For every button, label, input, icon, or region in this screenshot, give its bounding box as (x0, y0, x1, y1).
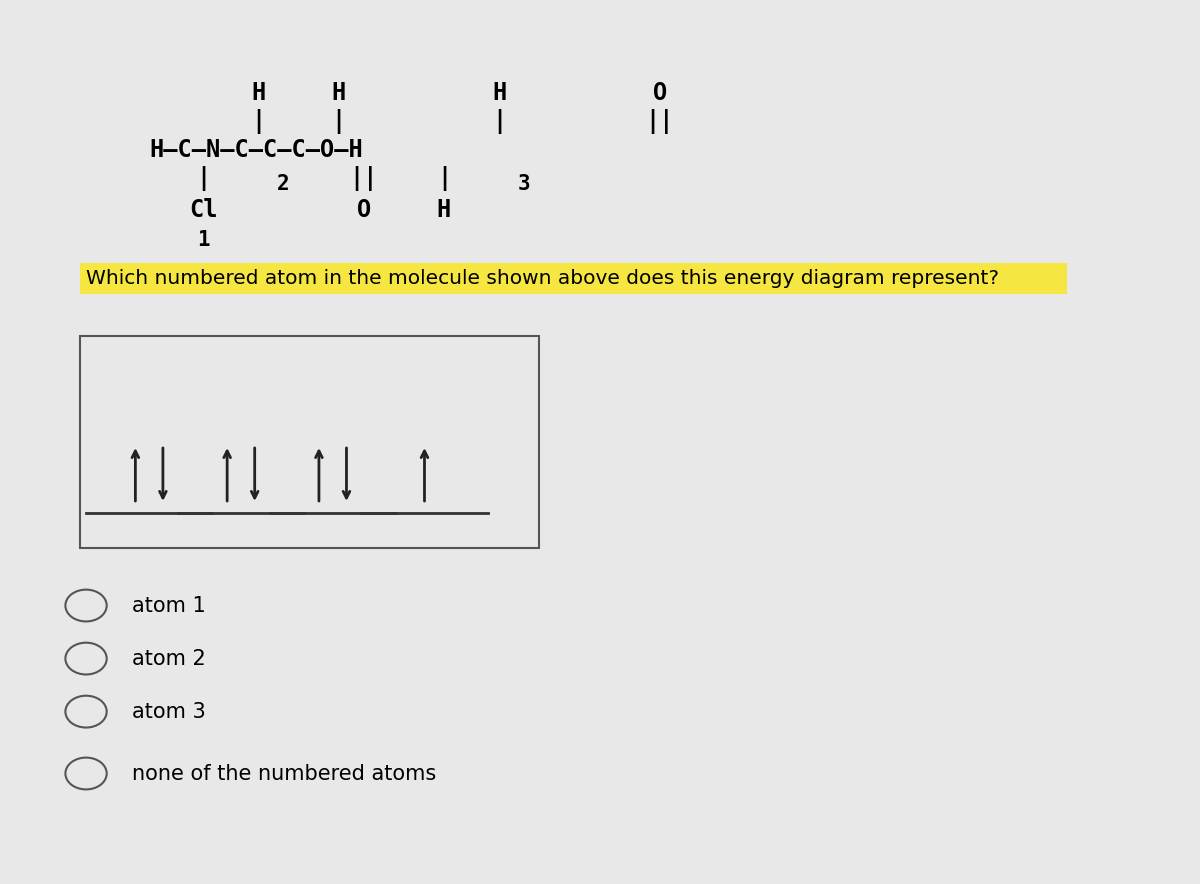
Text: |: | (492, 110, 506, 134)
Text: none of the numbered atoms: none of the numbered atoms (132, 764, 436, 783)
Text: 3: 3 (518, 174, 530, 194)
FancyBboxPatch shape (80, 336, 539, 548)
Text: |: | (331, 110, 346, 134)
Text: |: | (251, 110, 265, 134)
Text: H: H (331, 80, 346, 105)
Text: |: | (196, 166, 210, 191)
Text: 1: 1 (197, 231, 209, 250)
Text: 2: 2 (277, 174, 289, 194)
Text: H: H (437, 198, 451, 223)
Text: O: O (356, 198, 371, 223)
Text: atom 3: atom 3 (132, 702, 205, 721)
Text: O: O (653, 80, 667, 105)
Text: Which numbered atom in the molecule shown above does this energy diagram represe: Which numbered atom in the molecule show… (86, 269, 1000, 288)
Text: atom 1: atom 1 (132, 596, 205, 615)
Text: |: | (437, 166, 451, 191)
Text: atom 2: atom 2 (132, 649, 205, 668)
Text: Cl: Cl (188, 198, 217, 223)
Text: H–C–N–C–C–C–O–H: H–C–N–C–C–C–O–H (149, 138, 362, 163)
Text: ||: || (646, 110, 674, 134)
Text: H: H (251, 80, 265, 105)
Text: H: H (492, 80, 506, 105)
Text: ||: || (349, 166, 378, 191)
FancyBboxPatch shape (80, 263, 1067, 294)
